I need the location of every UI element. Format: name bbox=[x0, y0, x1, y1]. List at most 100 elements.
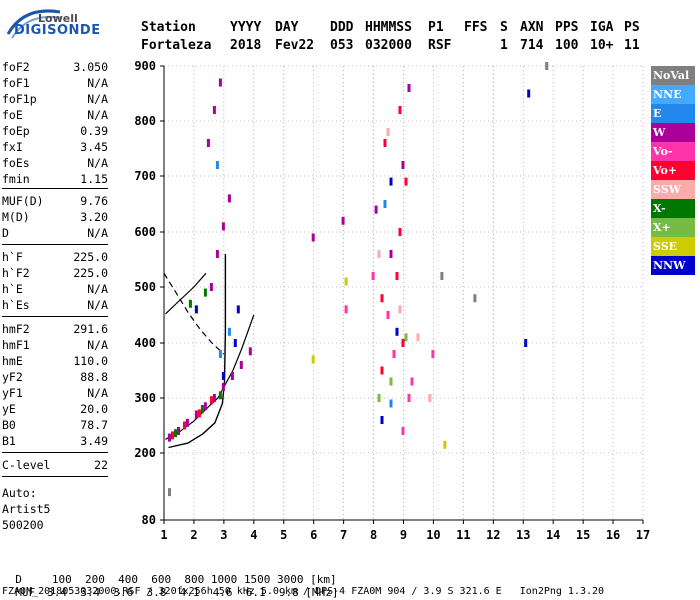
y-tick-label: 800 bbox=[134, 114, 156, 128]
data-point-ssw bbox=[416, 333, 420, 342]
data-point-sse bbox=[344, 277, 348, 286]
param-value: 3.45 bbox=[80, 140, 108, 154]
data-point-w bbox=[194, 410, 198, 419]
data-point-w bbox=[203, 402, 207, 411]
data-point-w bbox=[389, 250, 393, 258]
header-value-yyyy: 2018 bbox=[230, 38, 262, 53]
data-point-w bbox=[407, 84, 411, 92]
data-point-noval bbox=[168, 488, 171, 497]
header-value-day: Fev22 bbox=[275, 38, 315, 53]
dashed-extrapolation-curve bbox=[163, 272, 225, 355]
param-name: h`E bbox=[2, 282, 23, 296]
param-value: 9.76 bbox=[80, 194, 108, 208]
muf-label: MUF bbox=[15, 586, 36, 599]
param-value: N/A bbox=[87, 282, 108, 296]
data-point-nnw bbox=[221, 372, 225, 380]
auto-version: 500200 bbox=[2, 518, 44, 532]
header-value-station: Fortaleza bbox=[141, 38, 212, 53]
data-point-nnw bbox=[380, 416, 384, 424]
header-label-axn: AXN bbox=[520, 20, 544, 35]
data-point-vo bbox=[407, 394, 411, 402]
param-row-hes: h`Es N/A bbox=[2, 298, 108, 314]
footer-info: FZA0M_2018053032000.RSF / 320fx256h 50 k… bbox=[2, 586, 605, 597]
data-point-vo bbox=[344, 305, 348, 314]
param-value: N/A bbox=[87, 92, 108, 106]
param-value: 225.0 bbox=[73, 266, 108, 280]
param-name: M(D) bbox=[2, 210, 30, 224]
distance-values: 100 200 400 600 800 1000 1500 3000 [km] bbox=[51, 573, 337, 586]
x-tick-label: 1 bbox=[160, 528, 167, 542]
panel-separator bbox=[2, 452, 108, 453]
data-point-sse bbox=[443, 440, 447, 449]
header-label-p1: P1 bbox=[428, 20, 444, 35]
y-tick-label: 500 bbox=[134, 280, 156, 294]
param-name: D bbox=[2, 226, 9, 240]
data-point-w bbox=[209, 283, 213, 291]
chart-points bbox=[168, 62, 549, 497]
data-point-vo bbox=[209, 396, 213, 405]
x-tick-label: 7 bbox=[340, 528, 347, 542]
chart-fit-curves bbox=[163, 254, 255, 449]
logo-product: DIGISONDE bbox=[14, 23, 101, 38]
data-point-w bbox=[227, 194, 231, 203]
y-tick-label: 80 bbox=[142, 513, 156, 527]
x-tick-label: 6 bbox=[310, 528, 317, 542]
data-point-nnw bbox=[236, 305, 240, 314]
panel-separator bbox=[2, 316, 108, 317]
param-value: N/A bbox=[87, 156, 108, 170]
param-value: N/A bbox=[87, 76, 108, 90]
x-tick-label: 14 bbox=[546, 528, 560, 542]
data-point-w bbox=[311, 233, 315, 242]
data-point-w bbox=[248, 347, 252, 356]
legend-item-nne: NNE bbox=[651, 85, 695, 104]
data-point-w bbox=[177, 427, 180, 435]
legend-item-vo: Vo- bbox=[651, 142, 695, 161]
data-point-vo bbox=[431, 350, 435, 358]
data-point-w bbox=[212, 394, 216, 402]
param-name: fxI bbox=[2, 140, 23, 154]
data-point-ssw bbox=[386, 128, 390, 136]
data-point-x bbox=[174, 429, 177, 438]
param-row-hmf2: hmF2 291.6 bbox=[2, 322, 108, 338]
data-point-ssw bbox=[377, 250, 381, 258]
data-point-nnw bbox=[395, 327, 399, 336]
legend-item-x: X- bbox=[651, 199, 695, 218]
auto-method: Artist5 bbox=[2, 502, 51, 516]
header-value-hhmmss: 032000 bbox=[365, 38, 412, 53]
data-point-x bbox=[188, 299, 192, 308]
param-row-hf2: h`F2 225.0 bbox=[2, 266, 108, 282]
param-name: MUF(D) bbox=[2, 194, 44, 208]
header-labels: Station YYYY DAY DDD HHMMSS P1 FFS S AXN… bbox=[0, 20, 650, 38]
distance-label: D bbox=[15, 573, 22, 586]
data-point-vo bbox=[183, 421, 186, 430]
data-point-vo bbox=[398, 106, 402, 114]
header-label-day: DAY bbox=[275, 20, 299, 35]
data-point-vo bbox=[386, 311, 390, 319]
header-label-ffs: FFS bbox=[464, 20, 488, 35]
data-point-w bbox=[239, 361, 243, 369]
x-tick-label: 11 bbox=[456, 528, 470, 542]
x-tick-label: 9 bbox=[400, 528, 407, 542]
data-point-w bbox=[168, 433, 171, 442]
digisonde-logo-icon bbox=[6, 9, 63, 39]
param-row-fof1p: foF1p N/A bbox=[2, 92, 108, 108]
param-row-d: D N/A bbox=[2, 226, 108, 242]
f2-lower-fit-curve bbox=[165, 272, 207, 315]
param-row-yf2: yF2 88.8 bbox=[2, 370, 108, 386]
param-value: 110.0 bbox=[73, 354, 108, 368]
x-tick-label: 3 bbox=[220, 528, 227, 542]
param-name: yF2 bbox=[2, 370, 23, 384]
header-value-ps: 11 bbox=[624, 38, 640, 53]
header-label-pps: PPS bbox=[555, 20, 579, 35]
ionogram-chart: 1 2 3 4 5 6 7 8 9 10 11 12 13 14 15 16 17802003004005006… bbox=[134, 59, 650, 542]
data-point-x bbox=[377, 394, 381, 402]
data-point-ssw bbox=[398, 305, 402, 314]
param-name: foF2 bbox=[2, 60, 30, 74]
param-row-mufd: MUF(D) 9.76 bbox=[2, 194, 108, 210]
param-name: B0 bbox=[2, 418, 16, 432]
data-point-nnw bbox=[194, 305, 198, 314]
muf-values: 3.4 3.4 3.6 3.8 4.1 4.6 6.1 9.8 [MHz] bbox=[47, 586, 339, 599]
param-value: 0.39 bbox=[80, 124, 108, 138]
legend-item-vo: Vo+ bbox=[651, 161, 695, 180]
data-point-x bbox=[203, 288, 207, 297]
